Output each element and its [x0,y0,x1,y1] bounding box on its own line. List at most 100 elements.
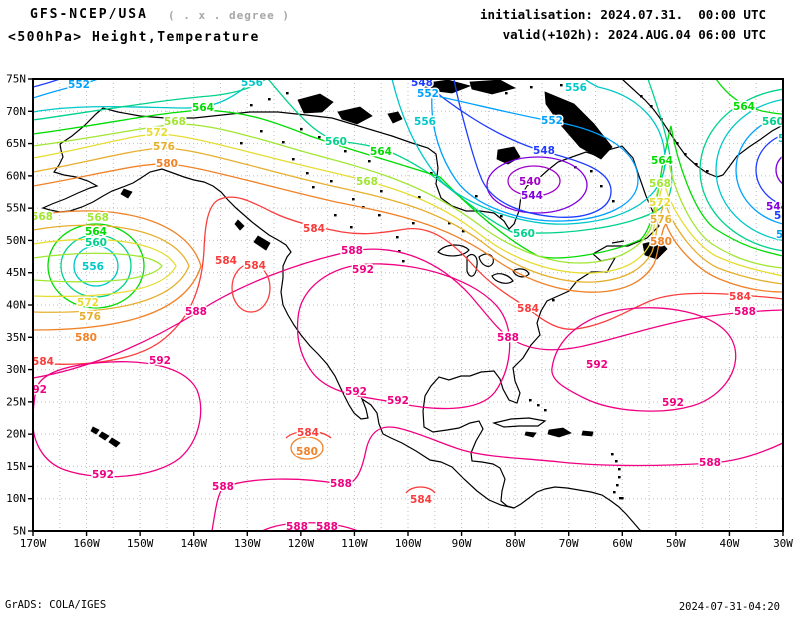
lon-label-60W: 60W [612,537,632,550]
contour-552 [735,115,783,225]
contour-label-548: 548 [411,77,433,89]
coastline-layer [35,79,783,531]
contour-592 [296,263,511,410]
map-speckle [611,453,614,456]
contour-label-556: 556 [778,133,800,145]
contour-label-556: 556 [565,82,587,94]
contour-label-560: 560 [325,136,347,148]
map-speckle [706,170,709,173]
island [387,111,403,124]
map-speckle [505,92,508,95]
contour-label-584: 584 [32,356,54,368]
contour-544 [775,155,783,185]
contour-layer [33,79,783,531]
map-speckle [334,214,337,217]
contour-label-584: 584 [303,223,325,235]
contour-label-568: 568 [356,176,378,188]
axis-ticks [28,78,784,536]
contour-label-584: 584 [410,494,432,506]
contour-label-588: 588 [497,332,519,344]
contour-label-592: 592 [345,386,367,398]
lat-label-35N: 35N [6,331,26,344]
grid-resolution-note: ( . x . degree ) [168,9,290,22]
contour-label-580: 580 [650,236,672,248]
contour-label-580: 580 [296,446,318,458]
lon-label-40W: 40W [719,537,739,550]
contour-label-568: 568 [649,178,671,190]
contour-560 [33,79,267,121]
map-speckle [306,172,309,175]
contour-584 [231,263,271,313]
map-speckle [475,195,478,198]
contour-label-584: 584 [215,255,237,267]
contour-label-588: 588 [212,481,234,493]
contour-label-540: 540 [519,176,541,188]
contour-label-552: 552 [541,115,563,127]
map-speckle [318,136,321,139]
contour-label-580: 580 [156,158,178,170]
island [547,427,572,438]
lon-label-80W: 80W [505,537,525,550]
lon-label-30W: 30W [773,537,793,550]
map-speckle [402,260,405,263]
map-speckle [430,172,433,175]
island [234,219,245,231]
contour-label-572: 572 [77,297,99,309]
lon-label-70W: 70W [559,537,579,550]
contour-560 [699,88,783,252]
contour-label-568: 568 [87,212,109,224]
contour-label-556: 556 [82,261,104,273]
contour-label-556: 556 [414,116,436,128]
contour-label-568: 568 [164,116,186,128]
contour-label-584: 584 [297,427,319,439]
coastline [437,244,470,257]
map-speckle [292,158,295,161]
lat-label-70N: 70N [6,105,26,118]
lat-label-40N: 40N [6,299,26,312]
contour-564 [715,79,783,115]
contour-label-564: 564 [651,155,673,167]
contour-584 [285,430,332,439]
contour-label-548: 548 [782,155,800,167]
contour-584 [405,486,436,494]
map-speckle [590,170,593,173]
island [253,235,271,251]
coastline [41,143,515,509]
contour-580 [290,436,324,460]
grads-credit: GrADS: COLA/IGES [5,599,107,611]
island [90,426,100,435]
map-speckle [35,211,38,214]
lon-label-150W: 150W [127,537,154,550]
map-speckle [312,186,315,189]
contour-576 [33,224,190,313]
contour-label-584: 584 [517,303,539,315]
contour-label-592: 592 [662,397,684,409]
coastline [59,107,660,531]
contour-592 [551,307,737,412]
map-speckle [420,95,423,98]
coastline [492,417,547,428]
contour-label-572: 572 [146,127,168,139]
map-speckle [615,460,618,463]
field-title: <500hPa> Height,Temperature [8,30,260,45]
map-speckle [560,84,563,87]
contour-label-576: 576 [153,141,175,153]
contour-label-564: 564 [370,146,392,158]
island [544,91,613,160]
island [120,188,133,199]
contour-560 [60,234,132,298]
contour-label-588: 588 [341,245,363,257]
contour-label-592: 592 [352,264,374,276]
contour-548 [755,134,783,206]
contour-588 [261,522,359,531]
contour-580 [33,210,202,331]
contour-552 [431,94,639,222]
lat-label-20N: 20N [6,428,26,441]
map-speckle [352,198,355,201]
map-speckle [368,160,371,163]
map-speckle [616,484,619,487]
contour-588 [33,248,783,379]
map-speckle [500,215,503,218]
island [297,93,334,114]
